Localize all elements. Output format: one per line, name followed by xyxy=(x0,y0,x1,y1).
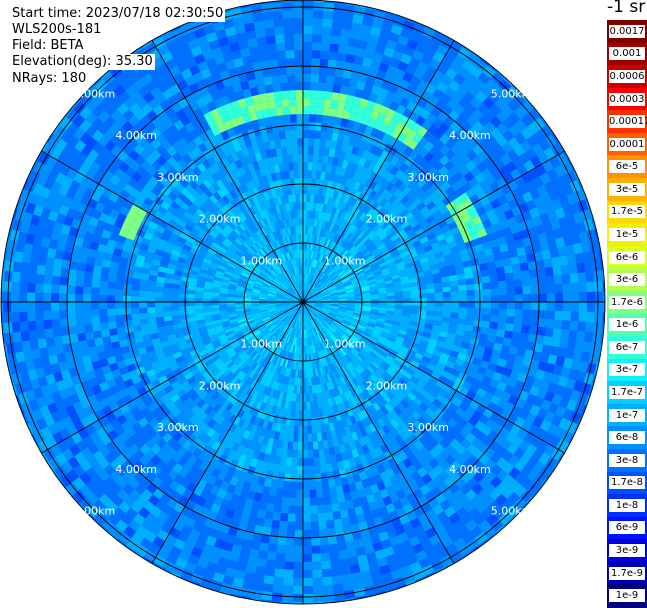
colorbar-tick-label: 1.7e-7 xyxy=(609,386,645,400)
colorbar-tick-label: 0.0001 xyxy=(609,137,645,151)
azimuth-spoke xyxy=(302,40,455,303)
range-ring-label: 2.00km xyxy=(199,213,241,226)
colorbar-tick-label: 1.7e-5 xyxy=(609,205,645,219)
polar-grid xyxy=(0,0,606,605)
colorbar-tick-label: 1e-7 xyxy=(609,408,645,422)
field-label: Field: BETA xyxy=(12,38,86,54)
range-ring-label: 2.00km xyxy=(199,379,241,392)
colorbar-tick-label: 6e-9 xyxy=(609,521,645,535)
backscatter-cells xyxy=(1,0,605,604)
range-ring-label: 2.00km xyxy=(366,213,408,226)
colorbar-tick-label: 1e-9 xyxy=(609,589,645,603)
range-ring-label: 5.00km xyxy=(491,87,533,100)
azimuth-spoke xyxy=(302,150,565,303)
colorbar-tick-label: 3e-7 xyxy=(609,363,645,377)
colorbar-tick-label: 3e-8 xyxy=(609,453,645,467)
range-ring-label: 4.00km xyxy=(115,463,157,476)
colorbar-tick-label: 0.0006 xyxy=(609,69,645,83)
colorbar-tick-label: 1.7e-9 xyxy=(609,566,645,580)
range-ring-label: 5.00km xyxy=(74,87,116,100)
azimuth-spoke xyxy=(41,301,304,454)
colorbar-tick-label: 1e-5 xyxy=(609,227,645,241)
range-ring-label: 3.00km xyxy=(407,171,449,184)
colorbar-tick-label: 0.00017 xyxy=(609,115,647,129)
colorbar-unit-label: -1 sr xyxy=(607,0,646,17)
range-ring-label: 3.00km xyxy=(407,421,449,434)
range-ring-label: 3.00km xyxy=(157,171,199,184)
start-time-label: Start time: 2023/07/18 02:30:50 xyxy=(12,6,226,22)
azimuth-spoke xyxy=(302,301,565,454)
range-ring-label: 5.00km xyxy=(491,505,533,518)
colorbar-tick-label: 1e-6 xyxy=(609,318,645,332)
range-ring-label: 1.00km xyxy=(324,338,366,351)
colorbar: 0.0017 0.001 0.0006 0.0003 0.00017 0.0001 6e-5… xyxy=(607,20,647,608)
colorbar-tick-label: 1.7e-8 xyxy=(609,476,645,490)
range-ring-label: 1.00km xyxy=(324,254,366,267)
colorbar-tick-label: 0.0017 xyxy=(609,24,645,38)
range-ring-label: 3.00km xyxy=(157,421,199,434)
azimuth-spoke xyxy=(302,301,455,564)
colorbar-tick-label: 1e-8 xyxy=(609,498,645,512)
nrays-label: NRays: 180 xyxy=(12,71,89,87)
elevation-label: Elevation(deg): 35.30 xyxy=(12,54,155,70)
range-ring-label: 1.00km xyxy=(240,254,282,267)
azimuth-spoke xyxy=(41,150,304,303)
range-ring-labels: 1.00km 1.00km 1.00km 1.00km 2.00km 2.00km 2.00… xyxy=(74,87,533,517)
azimuth-spoke xyxy=(151,301,304,564)
range-ring-label: 4.00km xyxy=(115,129,157,142)
colorbar-tick-label: 6e-7 xyxy=(609,340,645,354)
colorbar-tick-label: 6e-5 xyxy=(609,160,645,174)
colorbar-tick-label: 6e-6 xyxy=(609,250,645,264)
range-ring-label: 4.00km xyxy=(449,463,491,476)
azimuth-spoke xyxy=(151,40,304,303)
colorbar-tick-label: 0.0003 xyxy=(609,92,645,106)
colorbar-tick-label: 3e-6 xyxy=(609,273,645,287)
instrument-label: WLS200s-181 xyxy=(12,22,104,38)
colorbar-tick-label: 0.001 xyxy=(609,47,645,61)
colorbar-tick-label: 3e-9 xyxy=(609,544,645,558)
colorbar-tick-label: 1.7e-6 xyxy=(609,295,645,309)
colorbar-tick-label: 3e-5 xyxy=(609,182,645,196)
range-ring-label: 1.00km xyxy=(240,338,282,351)
range-ring-label: 4.00km xyxy=(449,129,491,142)
range-ring-label: 5.00km xyxy=(74,505,116,518)
range-ring-label: 2.00km xyxy=(366,379,408,392)
colorbar-tick-label: 6e-8 xyxy=(609,431,645,445)
ppi-scan-plot: 1.00km 1.00km 1.00km 1.00km 2.00km 2.00km 2.00… xyxy=(0,0,606,605)
